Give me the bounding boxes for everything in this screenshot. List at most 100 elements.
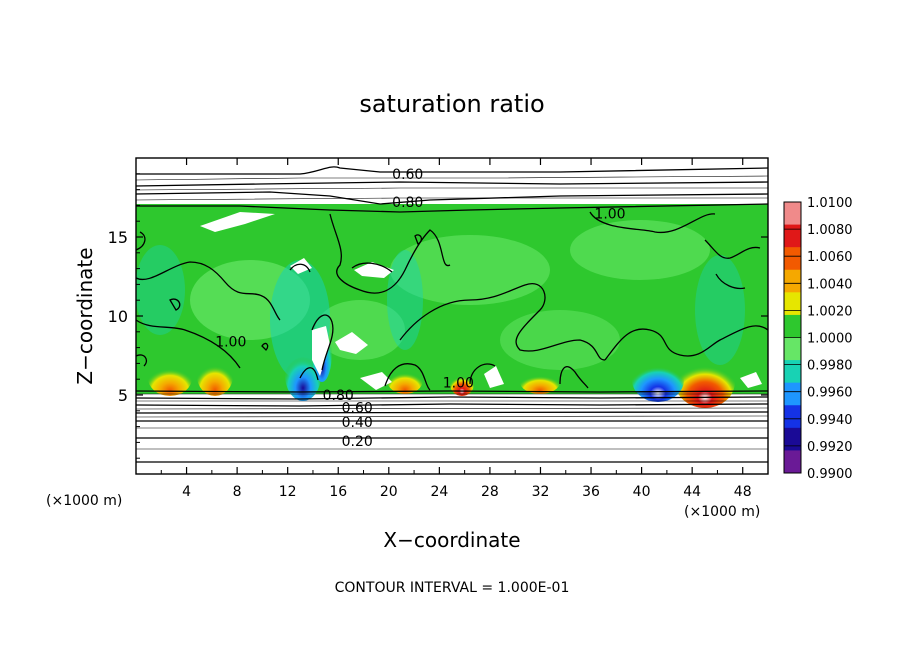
dry-hole [335,332,368,354]
contour-line [136,396,768,400]
dry-hole [312,326,330,376]
contour-line [136,181,768,187]
colorbar-swatch [784,382,801,406]
contour-label: 0.40 [342,415,373,431]
contour-line [399,283,606,361]
contour-line [469,363,496,385]
contour-line [414,234,423,245]
field-patch [500,310,620,370]
contour-label: 0.60 [392,167,423,183]
contour-line [384,363,431,391]
x-tick-label: 48 [734,484,752,500]
contour-label: 0.60 [342,401,373,417]
contour-line [136,261,281,321]
x-unit-right: (×1000 m) [684,504,760,520]
contours-1-00 [136,211,768,391]
dry-hole [360,372,392,390]
y-tick-label: 5 [118,386,128,405]
contour-line [136,411,768,414]
contour-line [136,319,241,369]
chart-title: saturation ratio [359,90,544,118]
field-streak [136,245,185,335]
contour-line [136,354,148,367]
colorbar-swatch [784,224,801,248]
contour-line [136,407,768,410]
contour-line [136,403,768,407]
x-tick-label: 4 [182,484,191,500]
dry-hole [484,366,504,388]
cold-cell [632,358,684,402]
colorbar-swatch [784,314,801,338]
colorbar-swatch [784,292,801,316]
field-patch [390,235,550,305]
contour-line [311,314,334,371]
contour-line [289,263,311,273]
warm-cell [197,356,233,396]
contour-line [136,191,768,205]
contour-line [136,197,768,201]
x-tick-label: 24 [430,484,448,500]
warm-cell [450,372,474,396]
colorbar-swatch [784,269,801,293]
y-axis-label: Z−coordinate [73,247,97,384]
colorbar-label: 1.0100 [807,196,853,211]
x-tick-label: 40 [633,484,651,500]
field-streak [695,255,745,365]
contour-label: 1.00 [215,334,246,350]
warm-cell [387,366,423,394]
contour-line [136,187,768,191]
colorbar-swatch [784,360,801,384]
contour-label: 1.00 [594,206,625,222]
x-axis: 4 8 12 16 20 24 28 32 36 40 44 48 [160,158,752,500]
contour-interval-note: CONTOUR INTERVAL = 1.000E-01 [335,580,570,596]
contour-line [136,166,768,175]
contour-label: 0.80 [323,388,354,404]
y-tick-label: 10 [108,307,128,326]
contour-line [559,366,589,389]
colorbar-label: 1.0080 [807,223,853,238]
colorbar-label: 0.9960 [807,386,853,401]
x-tick-label: 12 [279,484,297,500]
y-axis: 5 10 15 [108,173,768,459]
contour-line [261,342,269,351]
contour-line [715,273,746,290]
x-tick-label: 36 [582,484,600,500]
contours-lower-thin [136,393,768,450]
field-streak [387,250,423,350]
x-tick-label: 8 [233,484,242,500]
contour-labels: 0.600.801.001.001.000.800.600.400.20 [215,167,625,450]
contour-line [136,390,768,393]
field-patch [570,220,710,280]
x-tick-label: 32 [532,484,550,500]
warm-cell [675,356,735,408]
warm-cell [148,360,192,396]
contour-label: 0.20 [342,434,373,450]
colorbar-swatch [784,405,801,429]
contour-line [351,262,393,273]
contour-line [704,239,761,259]
colorbar-label: 1.0020 [807,304,853,319]
dry-hole [200,212,275,232]
plot-area: 0.600.801.001.001.000.800.600.400.20 [136,158,768,474]
contour-line [299,367,319,381]
colorbar-label: 0.9940 [807,413,853,428]
contours-upper-thin [136,175,768,201]
contour-line [136,415,768,418]
colorbar-swatch [784,337,801,361]
colorbar-swatch [784,247,801,271]
contour-line [136,231,146,251]
contour-line [604,325,768,361]
x-tick-label: 16 [329,484,347,500]
contour-line [136,203,768,213]
colorbar-label: 1.0060 [807,250,853,265]
dry-hole [740,372,762,388]
contour-line [329,213,451,294]
contour-label: 1.00 [443,375,474,391]
saturation-field [136,204,768,408]
y-tick-label: 15 [108,228,128,247]
contour-line [136,175,768,181]
colorbar-swatch [784,427,801,451]
colorbar: 1.0100 1.0080 1.0060 1.0040 1.0020 1.0000 0.99… [783,196,853,482]
x-tick-label: 20 [380,484,398,500]
